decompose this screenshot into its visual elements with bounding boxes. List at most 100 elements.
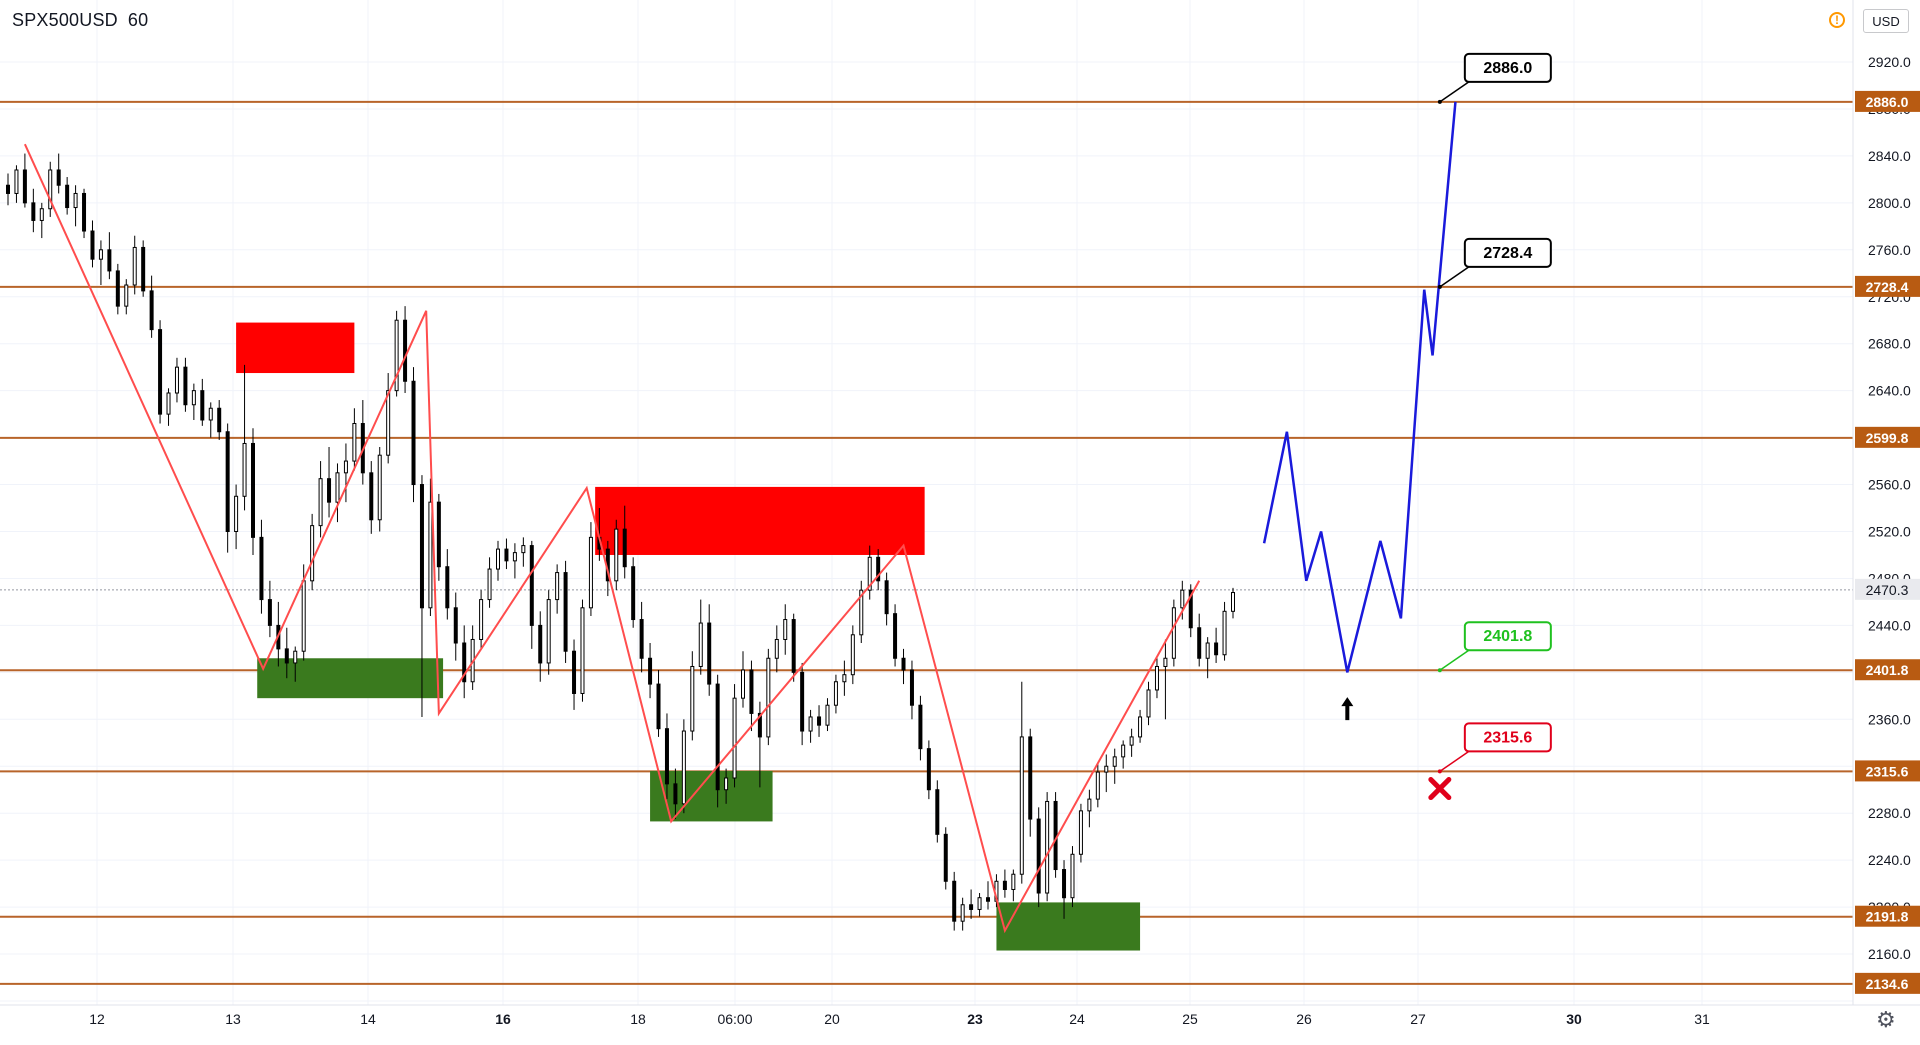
candle-body: [800, 671, 805, 732]
symbol-name: SPX500USD: [12, 10, 118, 30]
level-axis-label: 2191.8: [1866, 909, 1909, 925]
candle-body: [656, 683, 661, 730]
candle-body: [1138, 716, 1143, 738]
candle-body: [563, 572, 568, 652]
candle-body: [876, 556, 881, 582]
resistance-zone: [236, 322, 355, 374]
candle-body: [859, 589, 864, 636]
candle-body: [284, 648, 289, 664]
candle-body: [301, 580, 306, 652]
callout-pointer: [1439, 750, 1470, 773]
time-tick-label: 06:00: [717, 1011, 752, 1027]
candle-body: [65, 184, 70, 209]
candle-body: [141, 246, 146, 292]
candle-body: [512, 552, 517, 562]
candle-body: [174, 366, 179, 394]
candle-body: [1231, 592, 1235, 612]
support-zone: [996, 902, 1141, 951]
candle-body: [14, 169, 19, 194]
candle-body: [808, 716, 813, 732]
candle-body: [369, 472, 374, 521]
candle-body: [242, 442, 247, 497]
symbol-title[interactable]: SPX500USD 60: [12, 10, 148, 31]
candle-body: [293, 650, 298, 664]
callout-label: 2315.6: [1483, 729, 1532, 746]
candle-body: [749, 669, 754, 714]
currency-button[interactable]: USD: [1863, 9, 1909, 33]
candle-body: [73, 192, 78, 209]
candle-body: [842, 674, 847, 683]
candle-body: [529, 545, 534, 626]
level-axis-badge: [1855, 426, 1920, 448]
candle-body: [1112, 756, 1117, 767]
candle-body: [22, 169, 27, 204]
level-axis-badge: [1855, 760, 1920, 782]
level-axis-badge: [1855, 972, 1920, 994]
candle-body: [639, 619, 644, 659]
candle-body: [893, 613, 898, 659]
callout-pointer: [1439, 649, 1470, 671]
callout-box: [1463, 621, 1552, 652]
candle-body: [107, 249, 112, 272]
candle-body: [115, 270, 120, 307]
candle-body: [504, 548, 509, 562]
stop-cross-icon: [1428, 777, 1452, 801]
callout-target: 2886.0: [1437, 52, 1552, 104]
candle-body: [386, 390, 391, 456]
candle-body: [690, 665, 695, 732]
support-zone: [650, 770, 773, 822]
callout-stop: 2315.6: [1437, 722, 1552, 774]
candle-body: [1078, 810, 1083, 855]
warning-icon[interactable]: !: [1829, 12, 1845, 28]
candle-body: [572, 650, 577, 694]
candle-body: [487, 568, 492, 601]
level-axis-label: 2134.6: [1866, 976, 1909, 992]
callout-box: [1463, 52, 1552, 83]
current-price-label: 2470.3: [1866, 582, 1909, 598]
time-tick-label: 23: [967, 1011, 983, 1027]
price-tick-label: 2560.0: [1868, 477, 1911, 493]
candle-body: [496, 548, 500, 570]
candle-body: [98, 249, 103, 260]
candle-body: [1087, 798, 1092, 812]
candle-body: [56, 169, 61, 186]
price-tick-label: 2800.0: [1868, 195, 1911, 211]
price-axis: 2160.02200.02240.02280.02320.02360.02400…: [1855, 54, 1920, 994]
candle-body: [909, 669, 914, 706]
candle-body: [817, 716, 822, 726]
candle-body: [757, 712, 762, 738]
candle-body: [825, 704, 830, 726]
candle-body: [741, 669, 745, 699]
candle-body: [1095, 771, 1100, 800]
candle-body: [1222, 610, 1227, 656]
plot-area: 2886.0 2728.4 2401.8 2315.6: [0, 52, 1853, 985]
candle-body: [673, 783, 678, 805]
candle-body: [82, 192, 87, 232]
level-axis-label: 2401.8: [1866, 662, 1909, 678]
candle-body: [310, 525, 315, 582]
candle-body: [664, 728, 669, 785]
candle-body: [546, 599, 551, 664]
level-axis-badge: [1855, 659, 1920, 681]
callout-label: 2401.8: [1483, 628, 1532, 645]
forecast-path: [1262, 101, 1457, 673]
candles: [6, 153, 1235, 931]
candle-body: [1205, 642, 1210, 659]
candle-body: [1154, 665, 1159, 691]
candle-body: [479, 599, 484, 640]
candle-body: [436, 501, 441, 568]
candle-body: [90, 230, 95, 260]
price-tick-label: 2160.0: [1868, 946, 1911, 962]
level-axis-badge: [1855, 905, 1920, 927]
gear-icon[interactable]: ⚙: [1876, 1007, 1896, 1032]
candle-body: [783, 619, 788, 640]
candle-body: [707, 622, 712, 685]
price-tick-label: 2440.0: [1868, 617, 1911, 633]
candle-body: [622, 528, 627, 568]
candle-body: [1011, 873, 1016, 890]
price-tick-label: 2360.0: [1868, 711, 1911, 727]
price-tick-label: 2840.0: [1868, 148, 1911, 164]
candle-body: [1197, 627, 1202, 659]
